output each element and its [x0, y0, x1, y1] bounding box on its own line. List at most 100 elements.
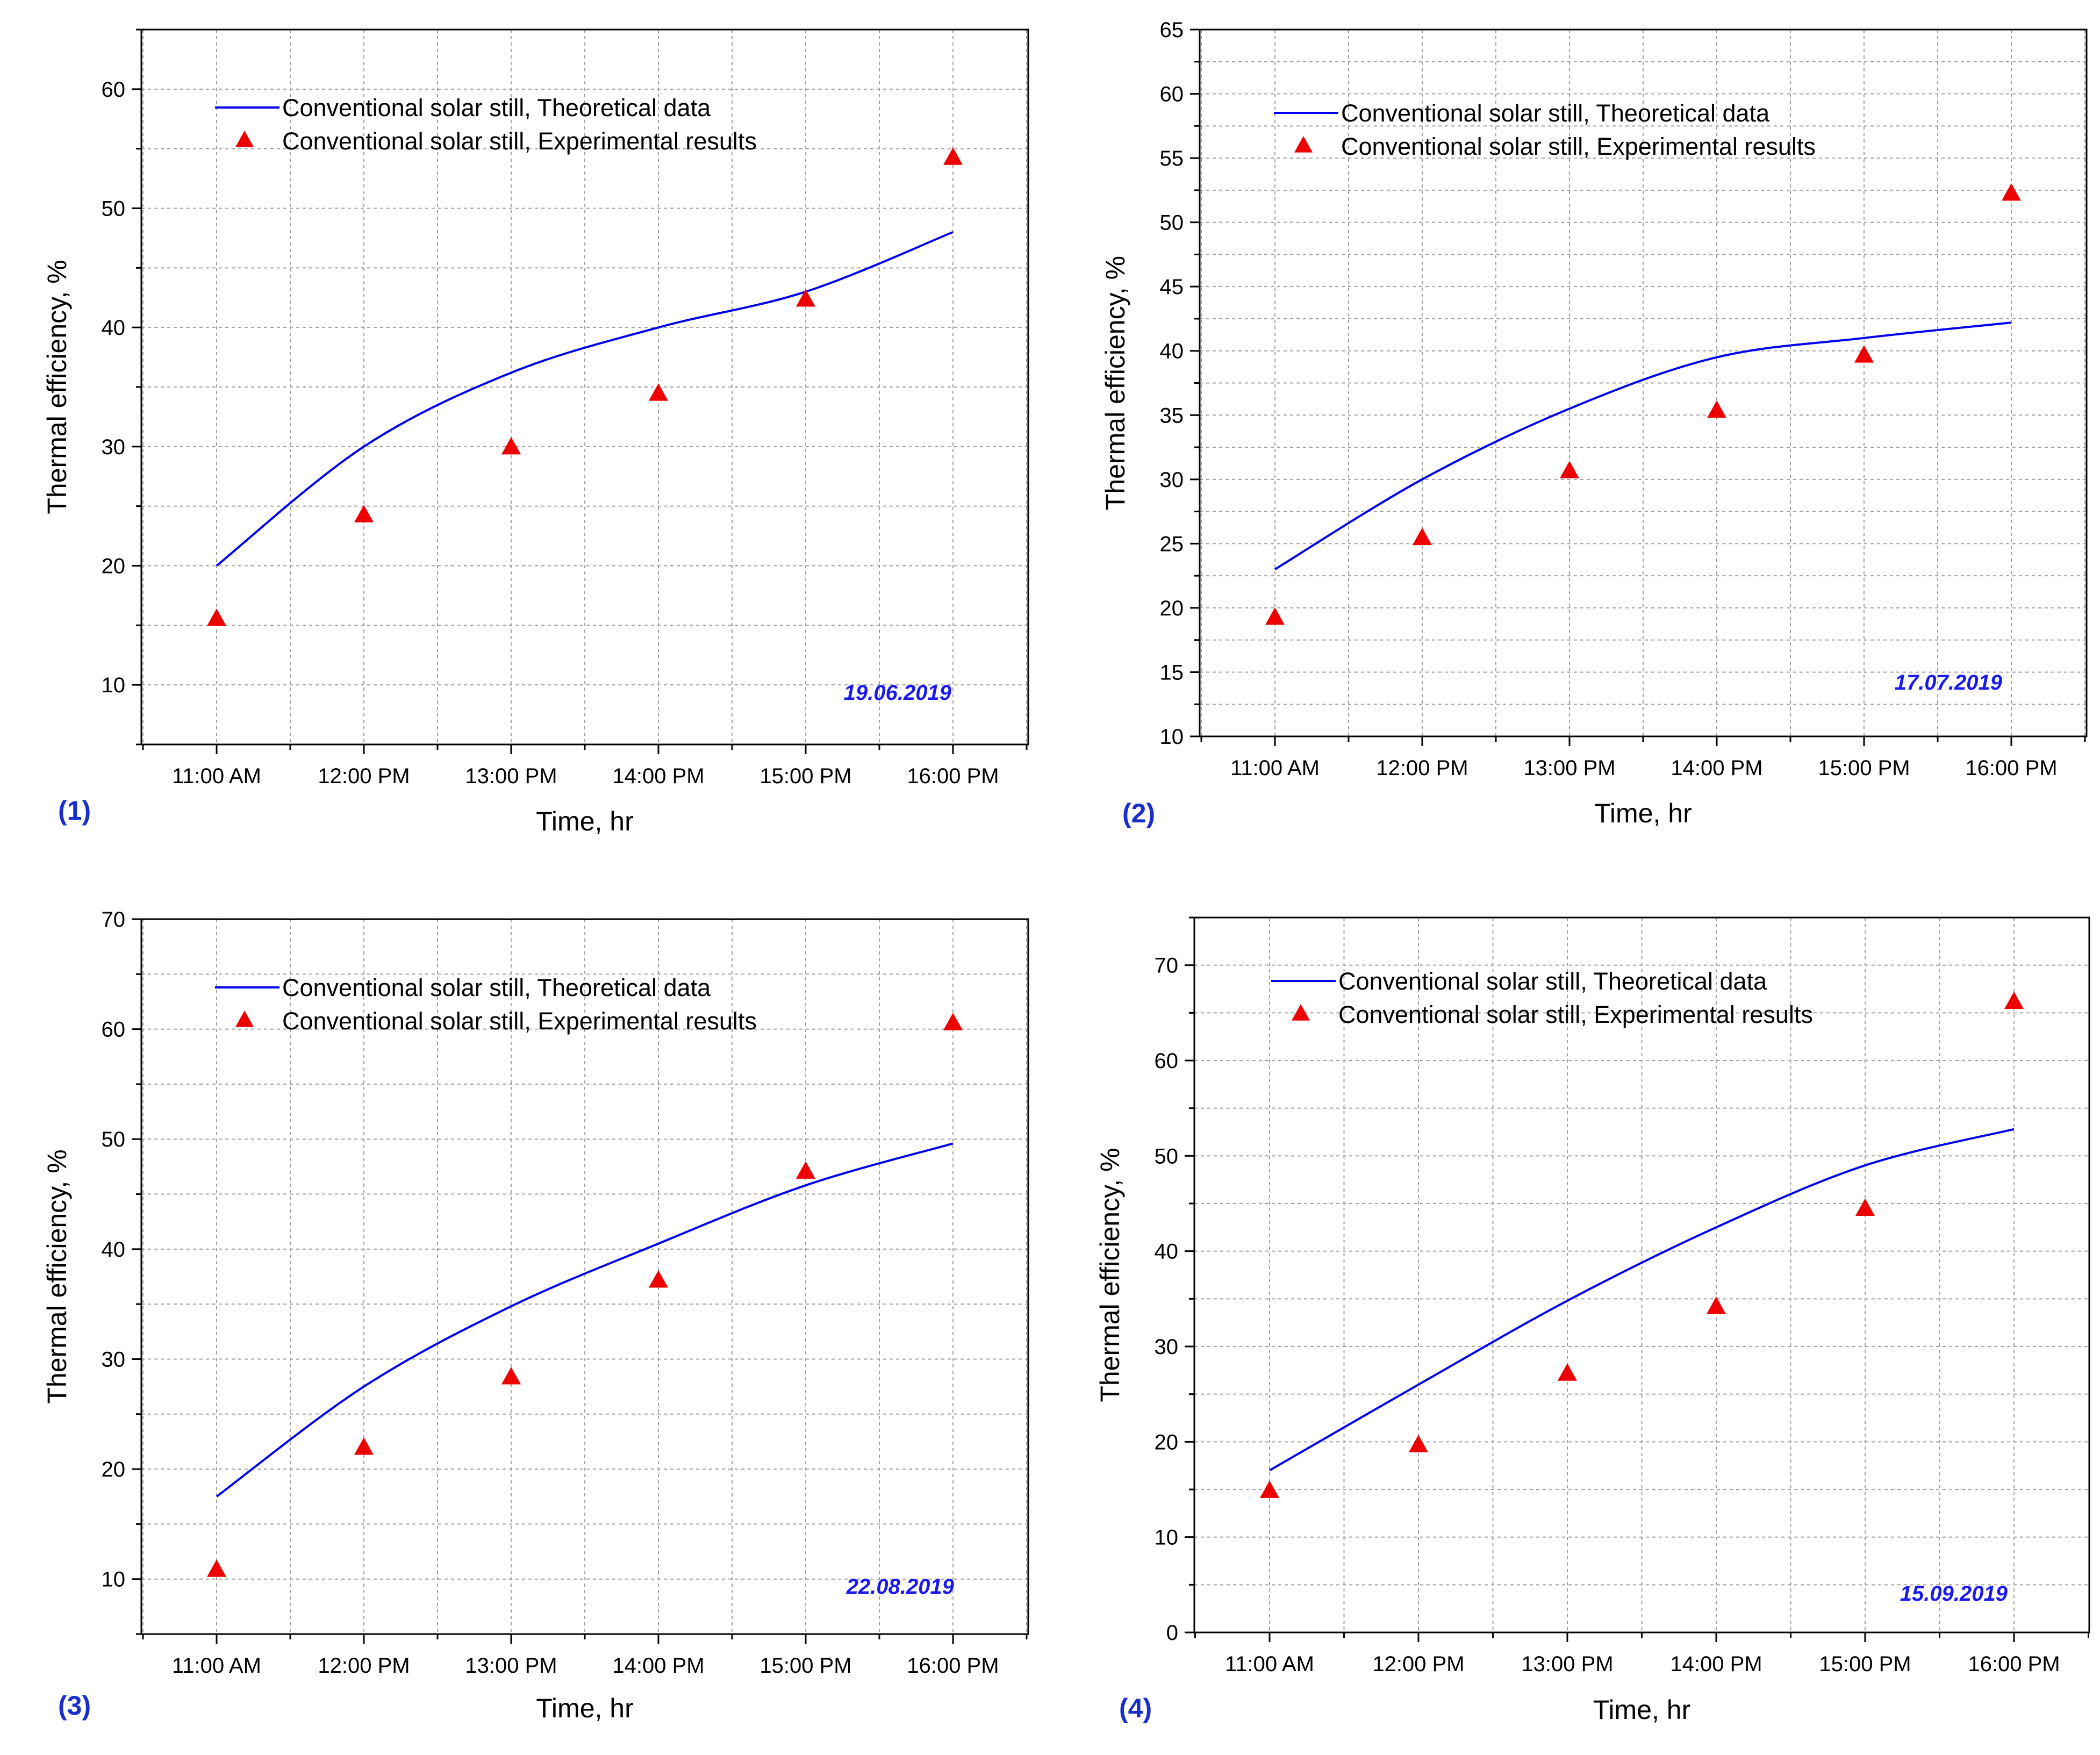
- y-tick-label: 40: [102, 316, 126, 340]
- experimental-data-point: [796, 1161, 815, 1179]
- legend-marker-swatch: [235, 131, 254, 147]
- date-annotation: 19.06.2019: [844, 681, 952, 705]
- x-tick-label: 13:00 PM: [1523, 756, 1615, 780]
- legend-label-experimental: Conventional solar still, Experimental r…: [282, 1007, 757, 1035]
- x-tick-label: 12:00 PM: [1376, 756, 1468, 780]
- experimental-data-point: [2002, 183, 2021, 201]
- legend: Conventional solar still, Theoretical da…: [215, 94, 757, 155]
- chart-panel-4: 0 10 20 30 40 50 60 70 11:00 AM 12:00 PM 13:00 PM 1…: [1095, 916, 2090, 1725]
- panel-label: (2): [1122, 798, 1155, 828]
- y-tick-label: 10: [1155, 1526, 1179, 1550]
- x-tick-label: 14:00 PM: [612, 1654, 704, 1678]
- y-tick-label: 70: [102, 908, 126, 932]
- x-tick-label: 14:00 PM: [1671, 756, 1762, 780]
- x-tick-label: 11:00 AM: [1225, 1652, 1314, 1676]
- experimental-data-point: [354, 505, 374, 522]
- y-tick-label: 40: [1160, 340, 1184, 363]
- y-axis-title: Thermal efficiency, %: [42, 1149, 72, 1403]
- y-tick-label: 10: [102, 1568, 126, 1592]
- y-tick-label: 20: [102, 555, 126, 578]
- y-tick-label: 50: [1155, 1144, 1179, 1168]
- x-tick-label: 11:00 AM: [172, 764, 261, 788]
- y-tick-label: 30: [102, 435, 126, 459]
- experimental-data-point: [1409, 1435, 1428, 1452]
- y-tick-label: 25: [1160, 532, 1184, 556]
- y-tick-label: 60: [1155, 1049, 1179, 1073]
- experimental-data-point: [1558, 1363, 1577, 1381]
- y-tick-label: 0: [1166, 1621, 1178, 1645]
- grid: [1194, 918, 2089, 1632]
- x-axis-title: Time, hr: [536, 806, 634, 836]
- y-axis-title: Thermal efficiency, %: [42, 260, 72, 514]
- x-axis-title: Time, hr: [1594, 798, 1692, 828]
- y-tick-label: 20: [1155, 1430, 1179, 1454]
- y-axis-title: Thermal efficiency, %: [1100, 256, 1130, 510]
- x-tick-label: 13:00 PM: [465, 764, 557, 788]
- y-tick-label: 15: [1160, 661, 1184, 684]
- experimental-data-point: [943, 1013, 963, 1030]
- y-tick-label: 30: [1160, 468, 1184, 492]
- x-tick-label: 11:00 AM: [172, 1654, 261, 1678]
- experimental-data-point: [207, 608, 226, 626]
- x-tick-label: 16:00 PM: [1968, 1652, 2060, 1676]
- y-tick-label: 50: [102, 1128, 126, 1151]
- legend-label-theoretical: Conventional solar still, Theoretical da…: [282, 974, 711, 1001]
- legend: Conventional solar still, Theoretical da…: [1274, 99, 1816, 160]
- x-tick-label: 16:00 PM: [1965, 756, 2057, 780]
- x-tick-label: 14:00 PM: [1670, 1652, 1762, 1676]
- x-axis-title: Time, hr: [1593, 1695, 1691, 1725]
- y-tick-label: 30: [1155, 1335, 1179, 1359]
- y-tick-label: 60: [102, 78, 126, 102]
- experimental-data-point: [1855, 1198, 1875, 1216]
- legend-label-theoretical: Conventional solar still, Theoretical da…: [1338, 968, 1767, 995]
- y-tick-label: 60: [102, 1018, 126, 1042]
- y-tick-label: 50: [1160, 211, 1184, 235]
- experimental-data-point: [943, 147, 963, 165]
- grid: [141, 919, 1028, 1634]
- theoretical-data-line: [1274, 321, 2012, 570]
- experimental-data-point: [2004, 991, 2024, 1009]
- experimental-data-point: [1560, 461, 1579, 478]
- x-tick-label: 11:00 AM: [1230, 756, 1320, 780]
- y-tick-label: 70: [1155, 954, 1179, 978]
- y-tick-label: 10: [102, 674, 126, 697]
- x-tick-label: 12:00 PM: [318, 764, 410, 788]
- experimental-data-point: [501, 436, 521, 455]
- legend-label-theoretical: Conventional solar still, Theoretical da…: [1341, 99, 1770, 127]
- experimental-data-point: [1413, 527, 1432, 546]
- experimental-data-point: [1265, 607, 1285, 625]
- theoretical-data-line: [216, 231, 954, 567]
- experimental-data-point: [207, 1559, 226, 1577]
- chart-panel-2: 10 15 20 25 30 35 40 45 50 55 60 65 11:00 AM 12:00 PM…: [1100, 18, 2088, 828]
- date-annotation: 17.07.2019: [1895, 671, 2003, 694]
- x-tick-label: 16:00 PM: [907, 764, 999, 788]
- y-tick-label: 50: [102, 197, 126, 221]
- x-tick-label: 12:00 PM: [318, 1654, 410, 1678]
- theoretical-data-line: [216, 1142, 954, 1498]
- y-tick-label: 20: [102, 1458, 126, 1481]
- legend-label-theoretical: Conventional solar still, Theoretical da…: [282, 94, 711, 121]
- y-tick-label: 40: [1155, 1240, 1179, 1264]
- x-tick-label: 14:00 PM: [612, 764, 704, 788]
- legend-marker-swatch: [1294, 136, 1313, 153]
- y-tick-label: 30: [102, 1348, 126, 1371]
- y-tick-label: 65: [1160, 18, 1184, 42]
- x-tick-label: 15:00 PM: [759, 764, 851, 788]
- x-tick-label: 15:00 PM: [1819, 1652, 1911, 1676]
- panel-label: (1): [58, 796, 91, 826]
- x-tick-label: 15:00 PM: [1818, 756, 1910, 780]
- legend-marker-swatch: [1292, 1004, 1310, 1021]
- y-tick-label: 40: [102, 1238, 126, 1262]
- y-tick-label: 20: [1160, 597, 1184, 620]
- chart-panel-1: 10 20 30 40 50 60 11:00 AM 12:00 PM 13:00 PM 14:0…: [42, 28, 1029, 836]
- y-tick-label: 60: [1160, 83, 1184, 106]
- legend-label-experimental: Conventional solar still, Experimental r…: [282, 127, 757, 155]
- legend-label-experimental: Conventional solar still, Experimental r…: [1341, 133, 1816, 160]
- date-annotation: 22.08.2019: [846, 1575, 955, 1599]
- x-tick-label: 15:00 PM: [759, 1654, 851, 1678]
- y-tick-label: 35: [1160, 404, 1184, 427]
- x-axis-title: Time, hr: [536, 1693, 634, 1723]
- experimental-data-point: [1707, 1296, 1726, 1314]
- x-tick-label: 13:00 PM: [1521, 1652, 1613, 1676]
- legend-label-experimental: Conventional solar still, Experimental r…: [1338, 1001, 1813, 1028]
